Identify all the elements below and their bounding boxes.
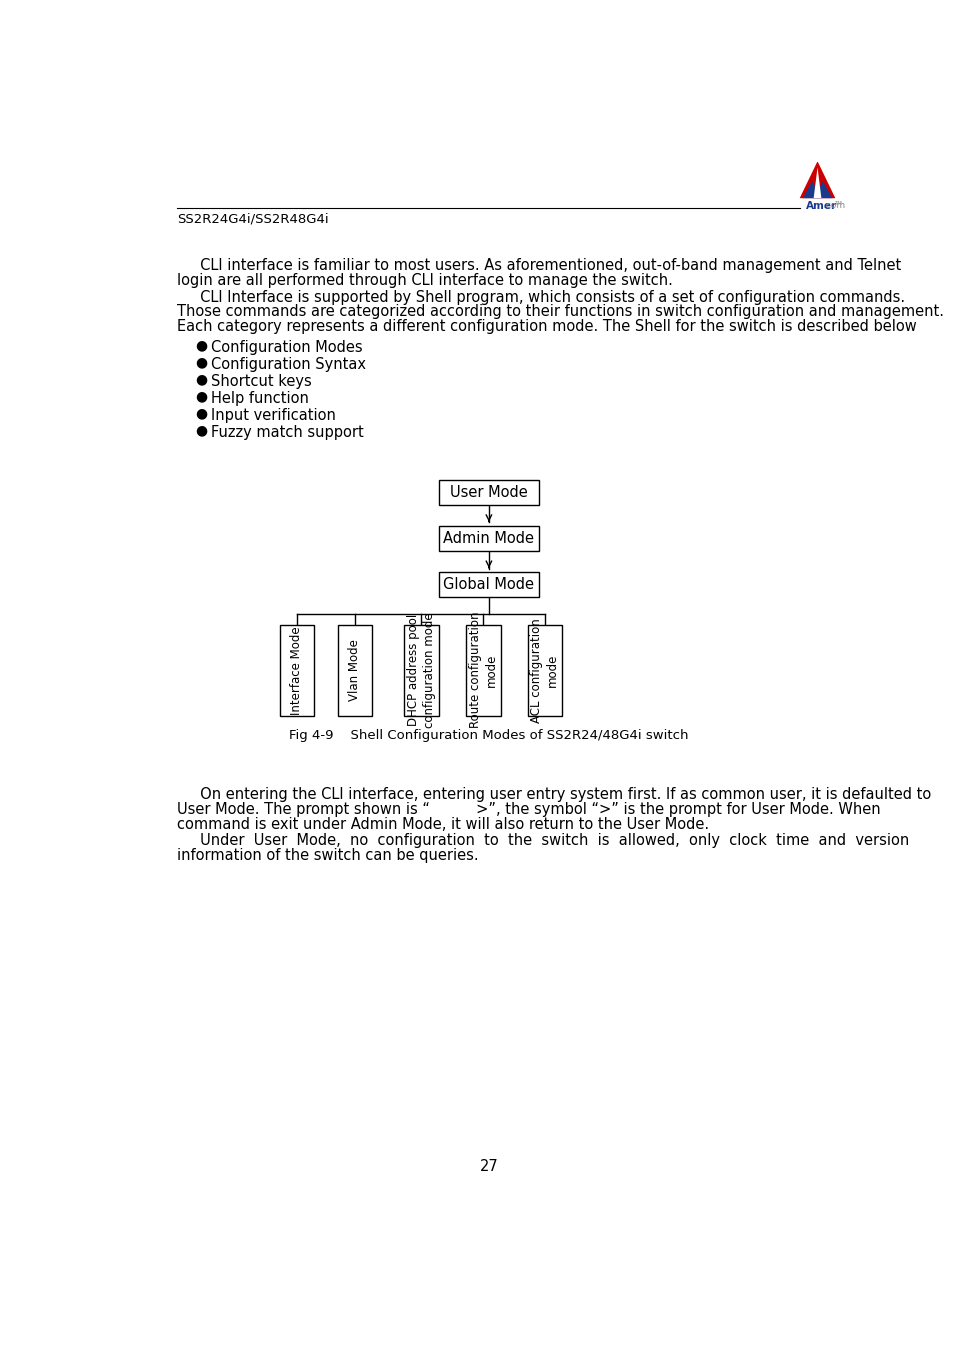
Text: Vlan Mode: Vlan Mode [348, 640, 361, 701]
Bar [279, 625, 314, 716]
Text: TM: TM [833, 201, 841, 205]
Text: 27: 27 [479, 1160, 497, 1174]
Text: Configuration Modes: Configuration Modes [211, 340, 362, 355]
Text: ACL configuration
mode: ACL configuration mode [530, 618, 558, 722]
Text: ●: ● [195, 406, 207, 420]
Text: login are all performed through CLI interface to manage the switch.: login are all performed through CLI inte… [177, 273, 673, 288]
Text: Global Mode: Global Mode [443, 578, 534, 593]
Text: Configuration Syntax: Configuration Syntax [211, 356, 365, 371]
Text: Help function: Help function [211, 390, 308, 406]
Text: Each category represents a different configuration mode. The Shell for the switc: Each category represents a different con… [177, 319, 916, 333]
Text: Input verification: Input verification [211, 408, 335, 423]
Text: Those commands are categorized according to their functions in switch configurat: Those commands are categorized according… [177, 305, 943, 320]
Text: CLI interface is familiar to most users. As aforementioned, out-of-band manageme: CLI interface is familiar to most users.… [177, 258, 901, 273]
Text: SS2R24G4i/SS2R48G4i: SS2R24G4i/SS2R48G4i [177, 212, 329, 225]
Text: On entering the CLI interface, entering user entry system first. If as common us: On entering the CLI interface, entering … [177, 787, 931, 802]
Bar [438, 526, 538, 551]
Bar [337, 625, 372, 716]
Text: .com: .com [822, 201, 844, 209]
Text: Admin Mode: Admin Mode [443, 531, 534, 545]
Polygon shape [802, 181, 821, 198]
Bar [404, 625, 438, 716]
Text: Fuzzy match support: Fuzzy match support [211, 424, 363, 440]
Text: Amer: Amer [805, 201, 836, 211]
Text: ●: ● [195, 389, 207, 404]
Polygon shape [813, 167, 821, 198]
Bar [527, 625, 561, 716]
Text: ●: ● [195, 339, 207, 352]
Text: ●: ● [195, 355, 207, 370]
Bar [466, 625, 500, 716]
Text: Interface Mode: Interface Mode [290, 626, 303, 714]
Text: information of the switch can be queries.: information of the switch can be queries… [177, 848, 478, 863]
Text: User Mode: User Mode [450, 485, 527, 500]
Text: Fig 4-9    Shell Configuration Modes of SS2R24/48G4i switch: Fig 4-9 Shell Configuration Modes of SS2… [289, 729, 688, 742]
Bar [438, 572, 538, 597]
Text: User Mode. The prompt shown is “          >”, the symbol “>” is the prompt for U: User Mode. The prompt shown is “ >”, the… [177, 802, 880, 817]
Text: Route configuration
mode: Route configuration mode [469, 612, 497, 729]
Text: ●: ● [195, 423, 207, 437]
Text: command is exit under Admin Mode, it will also return to the User Mode.: command is exit under Admin Mode, it wil… [177, 817, 709, 832]
Text: Under  User  Mode,  no  configuration  to  the  switch  is  allowed,  only  cloc: Under User Mode, no configuration to the… [177, 833, 908, 848]
Text: DHCP address pool
configuration mode: DHCP address pool configuration mode [407, 613, 436, 728]
Polygon shape [813, 181, 831, 198]
Text: ●: ● [195, 373, 207, 386]
Polygon shape [799, 161, 835, 198]
Text: Shortcut keys: Shortcut keys [211, 374, 311, 389]
Bar [438, 481, 538, 505]
Text: CLI Interface is supported by Shell program, which consists of a set of configur: CLI Interface is supported by Shell prog… [177, 290, 904, 305]
